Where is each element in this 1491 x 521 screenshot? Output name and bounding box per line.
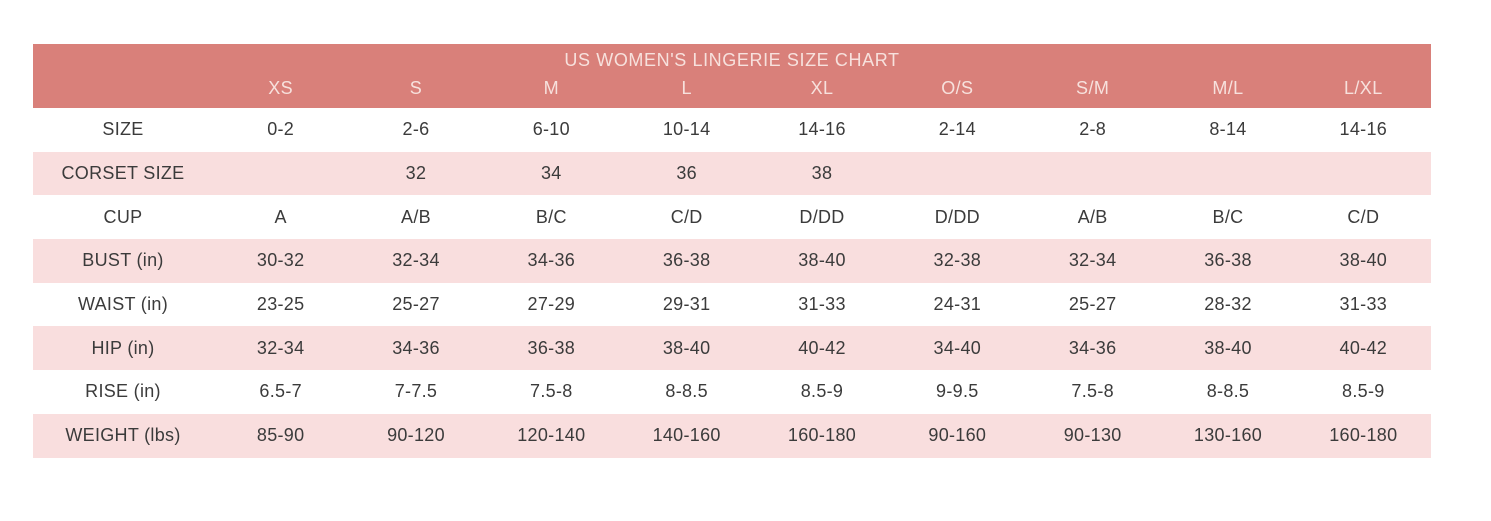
table-cell: 8.5-9 xyxy=(1295,370,1431,414)
table-cell: 32-38 xyxy=(889,239,1025,283)
table-cell: A/B xyxy=(348,195,484,240)
row-label: HIP (in) xyxy=(33,326,213,371)
table-cell: 85-90 xyxy=(213,413,349,458)
table-cell: 32-34 xyxy=(213,326,349,371)
table-cell: 14-16 xyxy=(1295,108,1431,152)
table-title: US WOMEN'S LINGERIE SIZE CHART xyxy=(564,50,900,70)
table-cell: 38-40 xyxy=(754,239,890,283)
table-cell: 6-10 xyxy=(483,108,619,152)
table-cell xyxy=(213,151,349,196)
table-cell: 34-36 xyxy=(348,326,484,371)
row-label: CORSET SIZE xyxy=(33,151,213,196)
table-cell: 6.5-7 xyxy=(213,370,349,414)
row-label: BUST (in) xyxy=(33,239,213,283)
table-cell: B/C xyxy=(1160,195,1296,240)
table-cell: B/C xyxy=(483,195,619,240)
table-cell: 0-2 xyxy=(213,108,349,152)
table-cell: 25-27 xyxy=(1024,282,1161,327)
column-header: O/S xyxy=(889,77,1025,108)
table-cell: 90-160 xyxy=(889,413,1025,458)
row-label: CUP xyxy=(33,195,213,240)
table-cell: 8-14 xyxy=(1160,108,1296,152)
row-label: SIZE xyxy=(33,108,213,152)
table-cell: 120-140 xyxy=(483,413,619,458)
table-cell: 29-31 xyxy=(618,282,755,327)
table-cell: 32-34 xyxy=(1024,239,1161,283)
table-cell: C/D xyxy=(618,195,755,240)
column-header: XS xyxy=(213,77,349,108)
table-cell: 8-8.5 xyxy=(618,370,755,414)
table-cell: A/B xyxy=(1024,195,1161,240)
table-cell: 38-40 xyxy=(618,326,755,371)
table-cell: 10-14 xyxy=(618,108,755,152)
table-cell xyxy=(1160,151,1296,196)
row-label: WAIST (in) xyxy=(33,282,213,327)
table-cell: 7.5-8 xyxy=(1024,370,1161,414)
table-cell: 7.5-8 xyxy=(483,370,619,414)
table-cell: 31-33 xyxy=(1295,282,1431,327)
table-cell: 90-130 xyxy=(1024,413,1161,458)
table-cell: 32 xyxy=(348,151,484,196)
table-cell: A xyxy=(213,195,349,240)
table-cell: 8-8.5 xyxy=(1160,370,1296,414)
table-cell: 8.5-9 xyxy=(754,370,890,414)
table-cell: 36 xyxy=(618,151,755,196)
header-corner-cell xyxy=(33,77,213,108)
table-cell: 2-6 xyxy=(348,108,484,152)
table-cell: 40-42 xyxy=(754,326,890,371)
table-cell: 28-32 xyxy=(1160,282,1296,327)
table-cell: 34-40 xyxy=(889,326,1025,371)
column-header: S/M xyxy=(1024,77,1161,108)
column-header: L/XL xyxy=(1295,77,1431,108)
table-cell: 24-31 xyxy=(889,282,1025,327)
table-cell: D/DD xyxy=(889,195,1025,240)
column-header: S xyxy=(348,77,484,108)
column-header: L xyxy=(618,77,755,108)
table-cell: 160-180 xyxy=(1295,413,1431,458)
table-cell: 9-9.5 xyxy=(889,370,1025,414)
table-cell: 23-25 xyxy=(213,282,349,327)
table-cell: 25-27 xyxy=(348,282,484,327)
table-cell: 14-16 xyxy=(754,108,890,152)
size-chart-grid: XS S M L XL O/S S/M M/L L/XL SIZE 0-2 2-6 6-10 10-14 1… xyxy=(33,77,1431,458)
table-cell: 2-8 xyxy=(1024,108,1161,152)
table-cell: 38-40 xyxy=(1160,326,1296,371)
table-cell: 30-32 xyxy=(213,239,349,283)
table-cell: 2-14 xyxy=(889,108,1025,152)
table-cell: 36-38 xyxy=(1160,239,1296,283)
column-header: M/L xyxy=(1160,77,1296,108)
table-cell: 36-38 xyxy=(483,326,619,371)
table-cell: 7-7.5 xyxy=(348,370,484,414)
size-chart-table: US WOMEN'S LINGERIE SIZE CHART XS S M L XL O/… xyxy=(33,44,1431,458)
table-cell: 36-38 xyxy=(618,239,755,283)
table-cell: 27-29 xyxy=(483,282,619,327)
column-header: XL xyxy=(754,77,890,108)
table-cell: 34-36 xyxy=(483,239,619,283)
table-cell xyxy=(1024,151,1161,196)
table-cell: 40-42 xyxy=(1295,326,1431,371)
table-cell: 140-160 xyxy=(618,413,755,458)
row-label: RISE (in) xyxy=(33,370,213,414)
table-title-bar: US WOMEN'S LINGERIE SIZE CHART xyxy=(33,44,1431,77)
table-cell: D/DD xyxy=(754,195,890,240)
table-cell: 130-160 xyxy=(1160,413,1296,458)
table-cell: 32-34 xyxy=(348,239,484,283)
row-label: WEIGHT (lbs) xyxy=(33,413,213,458)
table-cell: 34-36 xyxy=(1024,326,1161,371)
table-cell: 38 xyxy=(754,151,890,196)
table-cell: 34 xyxy=(483,151,619,196)
table-cell: 160-180 xyxy=(754,413,890,458)
table-cell: 38-40 xyxy=(1295,239,1431,283)
table-cell: 90-120 xyxy=(348,413,484,458)
table-cell: 31-33 xyxy=(754,282,890,327)
table-cell xyxy=(1295,151,1431,196)
table-cell xyxy=(889,151,1025,196)
table-cell: C/D xyxy=(1295,195,1431,240)
column-header: M xyxy=(483,77,619,108)
